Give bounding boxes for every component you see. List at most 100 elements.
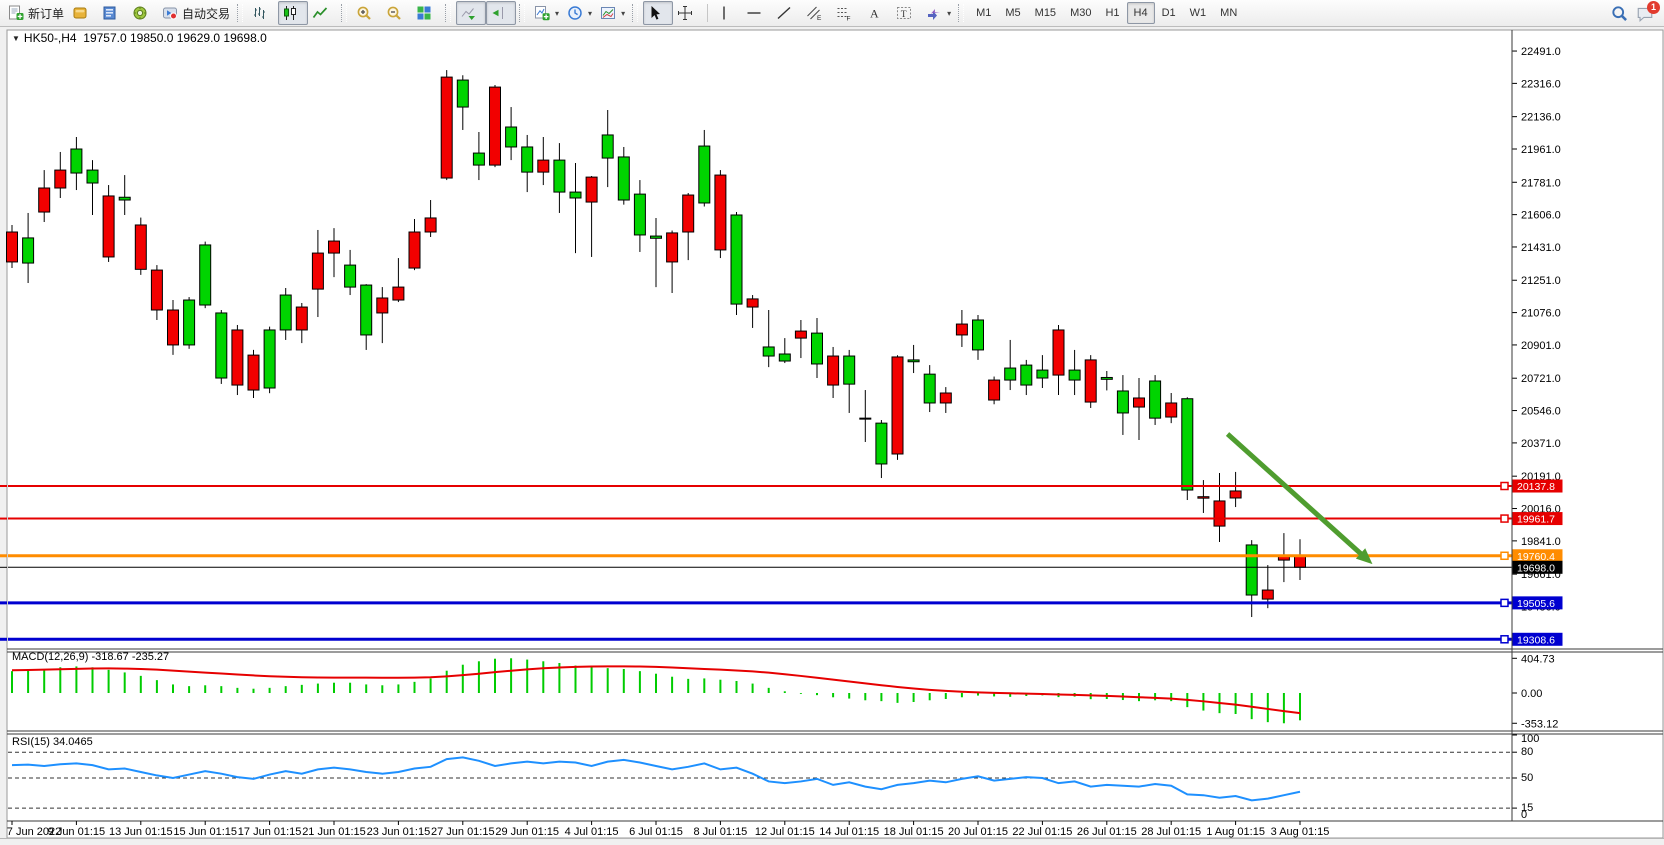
hline-handle[interactable] <box>1500 481 1509 491</box>
horizontal-line-button[interactable] <box>742 1 772 25</box>
new-order-icon <box>8 5 24 21</box>
candle-body <box>988 379 1001 401</box>
text-button[interactable]: A <box>862 1 892 25</box>
candle-body <box>1149 380 1162 419</box>
hline-handle[interactable] <box>1500 598 1509 608</box>
chart-candle-icon <box>282 5 298 21</box>
market-watch-button[interactable] <box>68 1 98 25</box>
candle <box>1004 339 1017 391</box>
candle <box>311 229 324 318</box>
timeframe-m15-button[interactable]: M15 <box>1034 7 1057 19</box>
candle <box>762 310 775 368</box>
crosshair-button[interactable] <box>673 1 703 25</box>
line-chart-button[interactable] <box>308 1 338 25</box>
candle-body <box>521 146 534 173</box>
timeframe-h4-button[interactable]: H4 <box>1126 2 1155 24</box>
candle-body <box>1084 359 1097 403</box>
time-tick-label: 6 Jul 01:15 <box>629 826 683 838</box>
collapse-icon[interactable]: ▼ <box>12 34 20 43</box>
svg-text:E: E <box>817 15 822 21</box>
chevron-down-icon[interactable]: ▾ <box>621 8 626 18</box>
label-button[interactable]: T <box>892 1 922 25</box>
periods-button[interactable]: ▾ <box>563 1 596 25</box>
candle <box>505 107 518 161</box>
svg-text:F: F <box>847 16 851 22</box>
price-tick-label: 21076.0 <box>1521 308 1561 320</box>
candlestick-chart-button[interactable] <box>278 1 309 25</box>
candle-body <box>843 355 856 385</box>
search-icon[interactable] <box>1611 5 1628 22</box>
candle <box>521 134 534 193</box>
chart-shift-button[interactable] <box>486 1 517 25</box>
trend-arrow-line[interactable] <box>1225 432 1367 560</box>
timeframe-m30-button[interactable]: M30 <box>1070 7 1092 19</box>
auto-scroll-button[interactable] <box>456 1 487 25</box>
candle-body <box>1052 329 1065 376</box>
candle <box>972 314 984 360</box>
bar-chart-button[interactable] <box>248 1 278 25</box>
timeframe-h1-button[interactable]: H1 <box>1105 7 1120 19</box>
time-tick-label: 27 Jun 01:15 <box>431 826 495 838</box>
shapes-button[interactable]: ▾ <box>922 1 955 25</box>
candle <box>134 217 147 275</box>
rsi-axis-label: 100 <box>1521 733 1539 745</box>
price-axis[interactable]: 22491.0 22316.0 22136.0 21961.0 21781.0 21606… <box>1512 46 1561 646</box>
auto-scroll-icon <box>460 5 476 21</box>
hline-price-tag <box>1512 512 1563 526</box>
cursor-button[interactable] <box>643 1 674 25</box>
timeframe-mn-button[interactable]: MN <box>1220 7 1238 19</box>
timeframe-m1-button[interactable]: M1 <box>976 7 992 19</box>
data-window-button[interactable] <box>98 1 128 25</box>
candle-body <box>118 196 131 201</box>
hline-handle[interactable] <box>1500 635 1509 644</box>
hline-handle[interactable] <box>1500 551 1509 561</box>
candle <box>682 192 695 261</box>
candle-body <box>263 329 276 389</box>
candle-body <box>1197 496 1210 499</box>
navigator-icon <box>132 5 148 21</box>
hline-handle[interactable] <box>1500 514 1509 523</box>
fibonacci-button[interactable]: F <box>832 1 862 25</box>
notifications-icon[interactable]: 1 <box>1636 0 1660 22</box>
time-tick-label: 3 Aug 01:15 <box>1271 826 1330 838</box>
timeframe-d1-button[interactable]: D1 <box>1161 7 1176 19</box>
candle-body <box>1229 490 1242 499</box>
macd-axis-label: -353.12 <box>1521 718 1558 730</box>
price-tick-label: 20901.0 <box>1521 340 1561 352</box>
candle <box>601 110 614 188</box>
new-order-button[interactable]: 新订单 <box>4 1 68 25</box>
chevron-down-icon[interactable]: ▾ <box>947 8 952 18</box>
hline-price-tag <box>1512 632 1563 646</box>
add-indicator-button[interactable]: ▾ <box>530 1 563 25</box>
timeframe-m5-button[interactable]: M5 <box>1005 7 1021 19</box>
price-tick-label: 20721.0 <box>1521 373 1561 385</box>
channel-button[interactable]: E <box>802 1 832 25</box>
candle-body <box>1004 367 1017 381</box>
candle <box>279 288 292 340</box>
chevron-down-icon[interactable]: ▾ <box>555 8 560 18</box>
trend-arrow[interactable] <box>1225 432 1373 565</box>
autotrading-button-label: 自动交易 <box>182 6 231 21</box>
vertical-line-button[interactable] <box>712 1 742 25</box>
candle <box>183 297 196 349</box>
autotrading-button[interactable]: 自动交易 <box>158 1 234 25</box>
trendline-button[interactable] <box>772 1 802 25</box>
chart-shift-icon <box>490 5 506 21</box>
candle-body <box>472 152 485 166</box>
time-tick-label: 26 Jul 01:15 <box>1077 826 1137 838</box>
tile-windows-button[interactable] <box>412 1 442 25</box>
chevron-down-icon[interactable]: ▾ <box>588 8 593 18</box>
time-tick-label: 8 Jul 01:15 <box>693 826 747 838</box>
zoom-in-button[interactable] <box>352 1 382 25</box>
templates-button[interactable]: ▾ <box>596 1 629 25</box>
zoom-out-button[interactable] <box>382 1 412 25</box>
vline-icon <box>716 5 732 21</box>
navigator-button[interactable] <box>128 1 158 25</box>
candle <box>1036 355 1049 389</box>
timeframe-w1-button[interactable]: W1 <box>1189 7 1207 19</box>
candle <box>1181 397 1194 501</box>
